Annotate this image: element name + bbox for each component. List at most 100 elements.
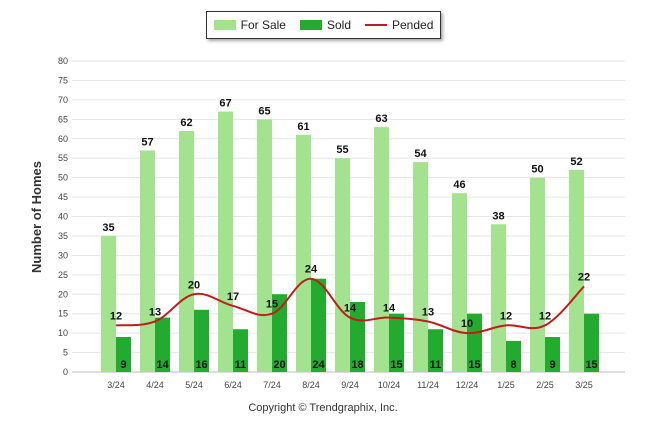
x-axis-tick-labels: 3/24 4/24 5/24 6/24 7/24 8/24 9/24 10/24 11/24 12… — [107, 380, 593, 390]
pended-line — [115, 277, 585, 335]
x-tick-label: 3/24 — [107, 380, 125, 390]
data-label-for-sale: 50 — [531, 164, 543, 176]
data-label-pended: 14 — [344, 303, 357, 315]
bar-for-sale — [452, 193, 467, 372]
x-tick-label: 3/25 — [575, 380, 593, 390]
x-tick-label: 7/24 — [263, 380, 281, 390]
data-label-sold: 9 — [549, 359, 555, 371]
data-label-pended: 13 — [149, 306, 161, 318]
data-label-for-sale: 54 — [414, 148, 427, 160]
data-label-for-sale: 38 — [492, 210, 504, 222]
bar-for-sale — [296, 134, 311, 372]
legend-label-pended: Pended — [392, 18, 434, 32]
data-label-sold: 15 — [468, 359, 480, 371]
pended-line-swatch-icon — [365, 24, 387, 26]
y-tick-label: 40 — [58, 212, 68, 222]
y-tick-label: 80 — [58, 56, 68, 66]
data-label-sold: 18 — [351, 359, 363, 371]
data-label-for-sale: 62 — [180, 117, 192, 129]
bar-series — [101, 111, 599, 373]
bar-for-sale — [140, 150, 155, 372]
bar-sold — [584, 313, 599, 372]
x-tick-label: 11/24 — [417, 380, 439, 390]
y-tick-label: 45 — [58, 192, 68, 202]
legend-item-pended[interactable]: Pended — [365, 18, 433, 32]
y-tick-label: 55 — [58, 153, 68, 163]
bar-for-sale — [101, 235, 116, 372]
data-label-pended: 17 — [227, 291, 239, 303]
data-label-sold: 11 — [430, 359, 442, 371]
data-label-pended: 12 — [500, 310, 512, 322]
bar-for-sale — [569, 169, 584, 372]
for-sale-swatch-icon — [213, 20, 236, 30]
legend-item-sold[interactable]: Sold — [299, 18, 351, 32]
sold-swatch-icon — [299, 20, 322, 30]
bar-for-sale — [257, 119, 272, 372]
bar-sold — [116, 337, 131, 372]
y-tick-label: 50 — [58, 173, 68, 183]
x-tick-label: 12/24 — [456, 380, 479, 390]
bar-sold — [194, 309, 209, 372]
data-label-sold: 8 — [510, 359, 516, 371]
bar-for-sale — [179, 130, 194, 372]
bar-sold — [233, 329, 248, 372]
data-labels: 35 9 12 57 14 13 62 16 20 67 11 17 65 20 15 61 24 24 55 18 1… — [102, 98, 597, 371]
bar-sold — [428, 329, 443, 372]
legend-item-for-sale[interactable]: For Sale — [213, 18, 286, 32]
legend-label-sold: Sold — [326, 18, 351, 32]
data-label-for-sale: 55 — [336, 144, 348, 156]
data-label-pended: 15 — [266, 299, 278, 311]
data-label-sold: 15 — [390, 359, 402, 371]
data-label-pended: 24 — [305, 264, 318, 276]
data-label-pended: 14 — [383, 303, 396, 315]
x-tick-label: 5/24 — [185, 380, 203, 390]
y-tick-label: 15 — [58, 309, 68, 319]
bar-sold — [506, 340, 521, 372]
y-tick-label: 65 — [58, 114, 68, 124]
data-label-pended: 12 — [539, 310, 551, 322]
y-axis-title: Number of Homes — [29, 161, 44, 273]
x-tick-label: 2/25 — [536, 380, 554, 390]
data-label-pended: 10 — [461, 318, 473, 330]
bar-sold — [272, 294, 287, 372]
data-label-pended: 13 — [422, 306, 434, 318]
bar-for-sale — [335, 158, 350, 372]
y-tick-label: 70 — [58, 95, 68, 105]
bar-sold — [467, 313, 482, 372]
data-label-sold: 14 — [156, 359, 169, 371]
bar-for-sale — [491, 224, 506, 372]
data-label-pended: 12 — [110, 310, 122, 322]
bar-for-sale — [374, 127, 389, 373]
bar-for-sale — [218, 111, 233, 372]
bar-sold — [389, 313, 404, 372]
bar-sold — [155, 317, 170, 372]
x-tick-label: 9/24 — [341, 380, 359, 390]
data-label-for-sale: 35 — [102, 222, 114, 234]
data-label-for-sale: 67 — [219, 98, 231, 110]
x-tick-label: 8/24 — [302, 380, 320, 390]
bar-for-sale — [530, 177, 545, 372]
bar-for-sale — [413, 162, 428, 372]
data-label-for-sale: 63 — [375, 113, 387, 125]
y-tick-label: 10 — [58, 328, 68, 338]
pended-line-series — [115, 277, 585, 335]
bar-sold — [545, 337, 560, 372]
x-tick-label: 4/24 — [146, 380, 164, 390]
data-label-pended: 22 — [578, 271, 590, 283]
y-axis-tick-labels: 0 5 10 15 20 25 30 35 40 45 50 55 60 65 70 75 80 — [58, 56, 68, 377]
data-label-for-sale: 65 — [258, 105, 270, 117]
y-tick-label: 35 — [58, 231, 68, 241]
data-label-for-sale: 52 — [570, 156, 582, 168]
legend-label-for-sale: For Sale — [240, 18, 286, 32]
y-tick-label: 20 — [58, 289, 68, 299]
data-label-for-sale: 57 — [141, 136, 153, 148]
data-label-sold: 20 — [273, 359, 285, 371]
y-tick-label: 5 — [63, 348, 68, 358]
legend: For Sale Sold Pended — [206, 11, 441, 39]
y-tick-label: 60 — [58, 134, 68, 144]
data-label-sold: 15 — [585, 359, 597, 371]
data-label-sold: 11 — [235, 359, 247, 371]
copyright-text: Copyright © Trendgraphix, Inc. — [248, 402, 398, 414]
x-tick-label: 10/24 — [378, 380, 401, 390]
